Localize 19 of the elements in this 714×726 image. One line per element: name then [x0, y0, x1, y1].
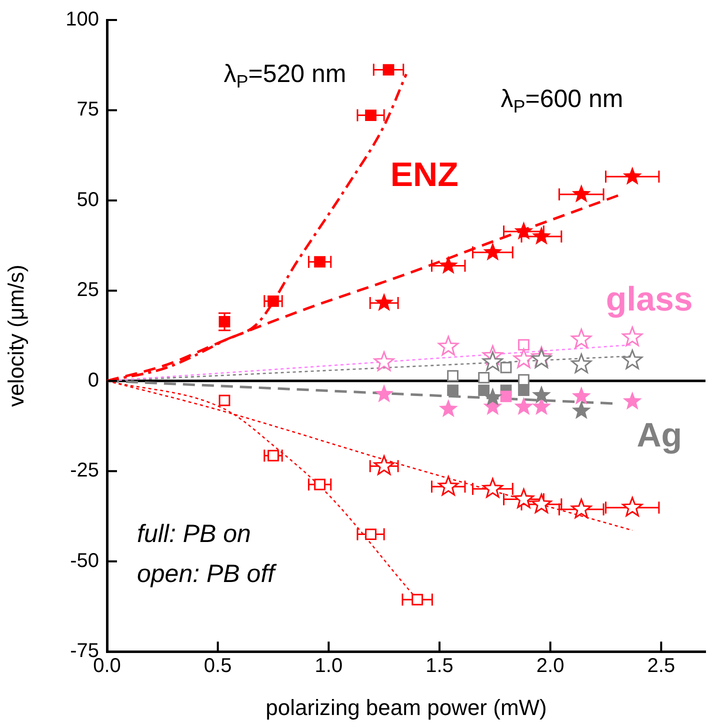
series-label: ENZ — [390, 156, 458, 194]
y-tick-label: 50 — [76, 188, 99, 211]
series-label: Ag — [636, 416, 682, 455]
annotation: open: PB off — [137, 560, 278, 588]
y-tick-label: 100 — [66, 8, 99, 31]
x-tick-label: 2.0 — [536, 655, 564, 678]
x-tick-label: 2.5 — [647, 655, 676, 678]
y-tick-label: 0 — [88, 369, 99, 392]
x-tick-label: 1.0 — [314, 655, 343, 678]
y-tick-label: -50 — [70, 550, 99, 572]
y-tick-label: 25 — [76, 279, 99, 302]
x-tick-label: 1.5 — [426, 655, 454, 678]
x-tick-label: 0.5 — [204, 655, 232, 678]
annotation: full: PB on — [137, 520, 251, 548]
x-axis-title: polarizing beam power (mW) — [266, 694, 547, 720]
y-axis-title: velocity (μm/s) — [3, 264, 28, 407]
y-tick-label: 75 — [76, 98, 99, 121]
y-tick-label: -25 — [70, 460, 99, 482]
series-label: glass — [606, 280, 693, 319]
